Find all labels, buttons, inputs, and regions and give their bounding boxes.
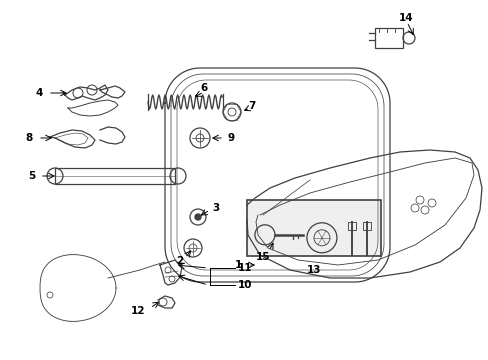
Text: 14: 14 [398,13,413,23]
Text: 10: 10 [238,280,252,290]
Bar [55,168,175,184]
Text: 13: 13 [306,265,321,275]
Bar [362,222,370,230]
Text: 4: 4 [36,88,43,98]
Text: 5: 5 [28,171,35,181]
Text: 6: 6 [200,83,207,93]
Text: 8: 8 [26,133,33,143]
Text: 12: 12 [130,306,145,316]
Text: 1: 1 [234,260,242,270]
Text: 15: 15 [255,252,270,262]
Text: 2: 2 [175,256,183,266]
Text: 11: 11 [238,263,252,273]
Text: 9: 9 [227,133,235,143]
Bar [246,200,381,256]
Text: 3: 3 [212,203,219,213]
Bar [374,28,402,48]
Circle shape [195,214,201,220]
Text: 7: 7 [247,101,255,111]
Bar [347,222,355,230]
